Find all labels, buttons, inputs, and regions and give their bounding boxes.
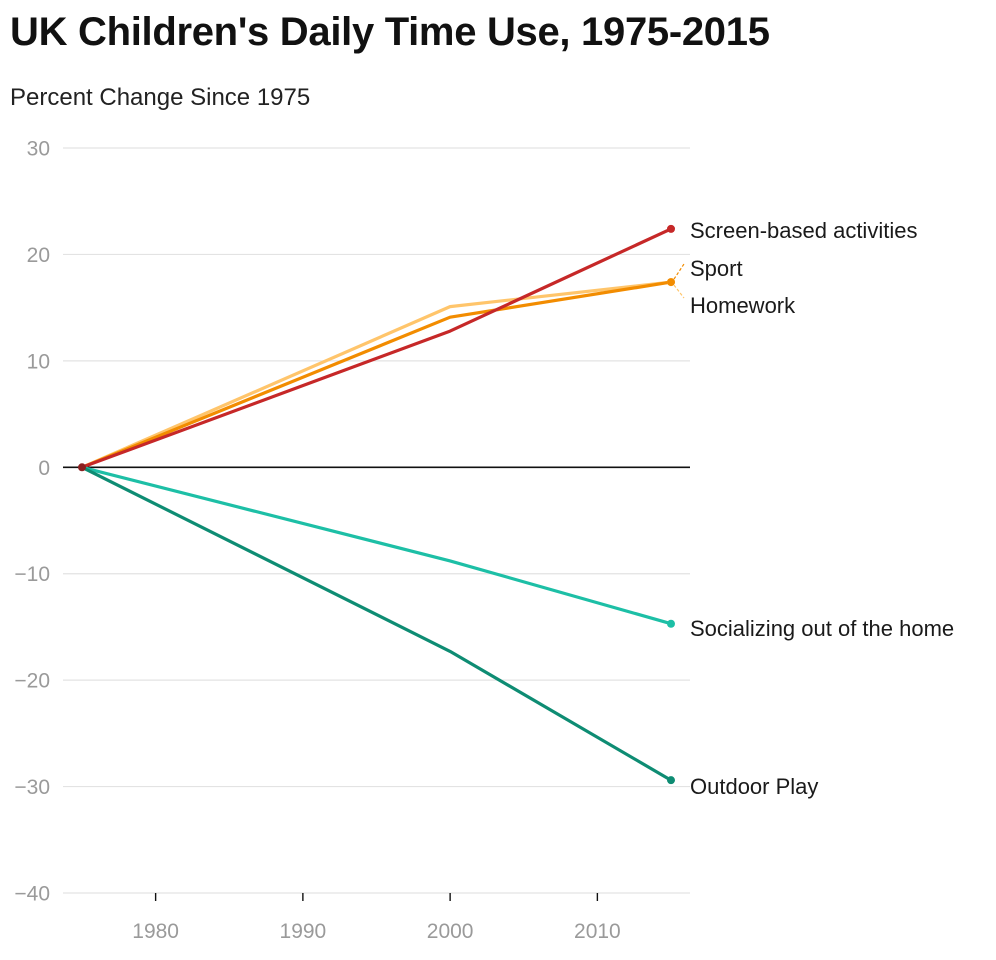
leader-line xyxy=(673,284,685,299)
y-tick-label: −40 xyxy=(14,883,50,906)
chart-subtitle: Percent Change Since 1975 xyxy=(10,84,311,111)
series-label: Sport xyxy=(690,256,743,281)
y-tick-label: 10 xyxy=(27,350,50,373)
series-line xyxy=(80,227,673,469)
x-tick-label: 1990 xyxy=(280,920,327,943)
series-line xyxy=(80,280,673,469)
chart-title: UK Children's Daily Time Use, 1975-2015 xyxy=(10,10,770,54)
origin-point xyxy=(78,463,86,472)
y-tick-label: −10 xyxy=(14,563,50,586)
series-label: Outdoor Play xyxy=(690,774,818,799)
series-label: Socializing out of the home xyxy=(690,616,954,641)
y-tick-label: −20 xyxy=(14,670,50,693)
series-line xyxy=(80,465,673,782)
x-tick-label: 2000 xyxy=(427,920,474,943)
y-tick-label: 30 xyxy=(27,138,50,161)
series-end-point xyxy=(667,224,675,233)
x-tick-label: 2010 xyxy=(574,920,621,943)
series-label: Homework xyxy=(690,293,796,318)
leader-line xyxy=(673,263,685,280)
series-end-point xyxy=(667,278,675,287)
y-tick-label: −30 xyxy=(14,776,50,799)
series-end-point xyxy=(667,776,675,785)
series-line xyxy=(80,280,673,469)
y-tick-label: 20 xyxy=(27,244,50,267)
series-label: Screen-based activities xyxy=(690,218,917,243)
y-tick-label: 0 xyxy=(38,457,50,480)
x-tick-label: 1980 xyxy=(132,920,179,943)
series-line xyxy=(80,465,673,626)
series-end-point xyxy=(667,619,675,628)
